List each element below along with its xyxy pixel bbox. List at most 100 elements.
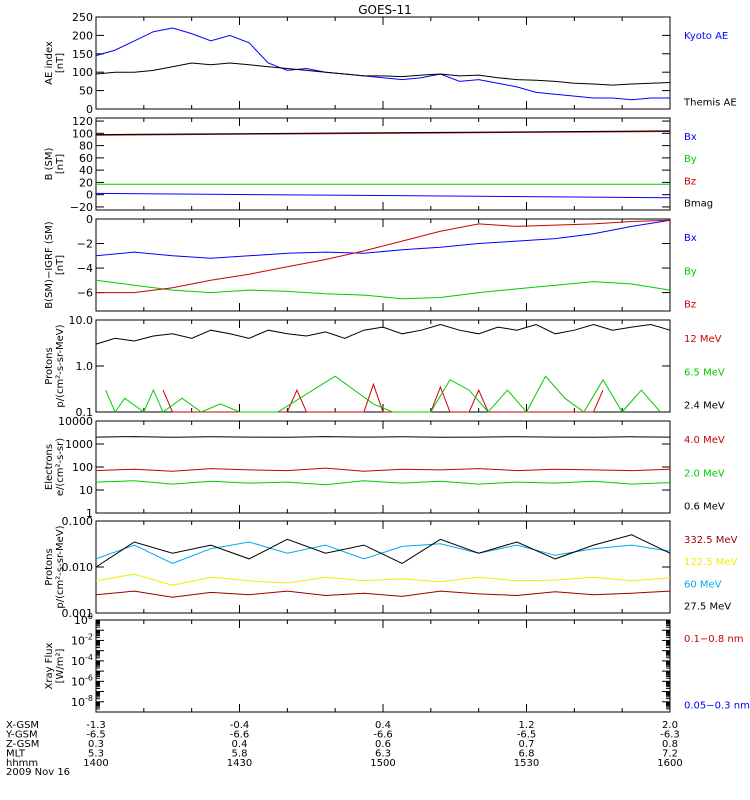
- y-tick-label: 0.100: [62, 515, 94, 528]
- y-tick-label: 1: [86, 507, 93, 520]
- y-tick-label: 100: [74, 612, 93, 627]
- y-tick-label: 150: [72, 48, 93, 61]
- panel-frame: [95, 619, 671, 713]
- y-tick-exponent: -8: [85, 694, 93, 703]
- footer-cell: 2.0: [662, 720, 678, 731]
- legend-entry: 0.05−0.3 nm: [684, 701, 750, 712]
- y-tick-label: 20: [79, 176, 93, 189]
- y-tick-exponent: -6: [85, 673, 93, 682]
- y-tick-label: 10: [79, 484, 93, 497]
- series-line: [96, 219, 671, 294]
- y-tick-label: 50: [79, 85, 93, 98]
- series-line: [105, 375, 661, 414]
- series-line: [95, 467, 671, 472]
- series-line: [95, 27, 670, 101]
- legend-entry: 27.5 MeV: [684, 602, 731, 613]
- figure-title: GOES-11: [358, 3, 412, 17]
- y-tick-label: −6: [77, 287, 93, 300]
- legend-entry: 60 MeV: [684, 579, 722, 590]
- legend-entry: 2.0 MeV: [684, 468, 725, 479]
- footer-cell: 0.4: [375, 720, 391, 731]
- y-tick-label: 0: [86, 103, 93, 116]
- y-axis-label: Electrons: [44, 444, 55, 490]
- footer-cell: 0.6: [375, 739, 391, 750]
- panel-7: 10-8 10-6 10-4 10-2 100 Xray Flux [W/m²] 0.1−0.…: [44, 612, 750, 713]
- footer-cell: 5.3: [88, 749, 104, 760]
- legend-entry: 2.4 MeV: [684, 401, 725, 412]
- series-line: [95, 436, 671, 438]
- footer-cell: 1.2: [519, 720, 535, 731]
- y-tick-label: 0: [86, 189, 93, 202]
- panel-5: 1 10 100 1000 10000 Electrons e/(cm²-s-sr) 4.0 …: [44, 415, 725, 520]
- ephemeris-footer: X-GSM -1.3 -0.4 0.4 1.2 2.0 Y-GSM -6.5 -6.6 -6.6 -…: [5, 720, 683, 769]
- footer-row-label: hhmm: [6, 758, 38, 769]
- panel-1: 0 50 100 150 200 250 AE index [nT] Kyoto AE Themi…: [44, 11, 737, 116]
- footer-cell: 6.8: [519, 749, 535, 760]
- panel-6: 0.001 0.010 0.100 Protons p/(cm²-s-sr-MeV) 33…: [44, 515, 738, 620]
- series-line: [95, 573, 671, 586]
- footer-cell: 7.2: [662, 749, 678, 760]
- y-axis-label: B (SM): [44, 147, 55, 180]
- series-line: [95, 219, 671, 259]
- series-line: [95, 62, 671, 86]
- footer-cell: 0.8: [662, 739, 678, 750]
- y-tick-label: −20: [70, 201, 93, 214]
- footer-cell: 1530: [514, 758, 539, 769]
- y-tick-label: 10.0: [69, 314, 94, 327]
- y-tick-label: 60: [79, 152, 93, 165]
- panel-frame: [95, 520, 671, 614]
- legend-entry: By: [684, 154, 697, 165]
- y-axis-label: [nT]: [55, 53, 66, 73]
- legend-entry: Kyoto AE: [684, 31, 728, 42]
- y-axis-label: [W/m²]: [55, 648, 66, 683]
- series-line: [95, 130, 671, 136]
- legend-entry: Bx: [684, 233, 697, 244]
- y-tick-label: 10-4: [71, 653, 93, 668]
- y-tick-label: 40: [79, 164, 93, 177]
- y-tick-label: 120: [72, 115, 93, 128]
- footer-cell: 1430: [227, 758, 252, 769]
- footer-row-label: Y-GSM: [5, 730, 38, 741]
- y-axis-label: [nT]: [55, 154, 66, 174]
- y-tick-label: 10-8: [71, 694, 93, 709]
- footer-cell: -6.6: [230, 730, 250, 741]
- y-tick-label: 0.001: [62, 607, 94, 620]
- y-axis-label: Protons: [44, 548, 55, 585]
- y-tick-label: 10-2: [71, 632, 93, 647]
- series-line: [95, 590, 671, 598]
- y-tick-label: 10-6: [71, 673, 93, 688]
- y-tick-label: −2: [77, 238, 93, 251]
- y-tick-label: 100: [72, 66, 93, 79]
- footer-cell: 6.3: [375, 749, 391, 760]
- y-tick-label: −4: [77, 262, 93, 275]
- y-tick-exponent: -2: [85, 632, 93, 641]
- y-axis-label: AE index: [44, 41, 55, 85]
- y-tick-label: 1.0: [76, 360, 94, 373]
- series-line: [95, 131, 671, 136]
- y-axis-label: Xray Flux: [44, 642, 55, 689]
- footer-row-label: MLT: [6, 749, 26, 760]
- y-axis-label: [nT]: [55, 255, 66, 275]
- y-tick-label: 100: [72, 127, 93, 140]
- y-axis-label: Protons: [44, 347, 55, 384]
- legend-entry: Bmag: [684, 199, 713, 210]
- legend-entry: By: [684, 266, 697, 277]
- series-line: [95, 534, 671, 568]
- footer-cell: 1400: [83, 758, 108, 769]
- y-tick-label: 10000: [58, 415, 93, 428]
- footer-cell: 1500: [370, 758, 395, 769]
- y-tick-label: 200: [72, 29, 93, 42]
- y-tick-label: 250: [72, 11, 93, 24]
- y-tick-exponent: -4: [85, 653, 93, 662]
- panel-4: 0.1 1.0 10.0 Protons p/(cm²-s-sr-MeV) 12 MeV 6…: [44, 314, 725, 419]
- footer-row-label: Z-GSM: [6, 739, 39, 750]
- y-tick-label: 0.1: [76, 406, 94, 419]
- legend-entry: 0.6 MeV: [684, 502, 725, 513]
- series-line: [95, 279, 671, 300]
- y-tick-label: 1000: [65, 438, 93, 451]
- panel-3: −6 −4 −2 0 B(SM)−IGRF (SM) [nT] Bx By Bz: [44, 213, 697, 312]
- series-line: [95, 192, 671, 199]
